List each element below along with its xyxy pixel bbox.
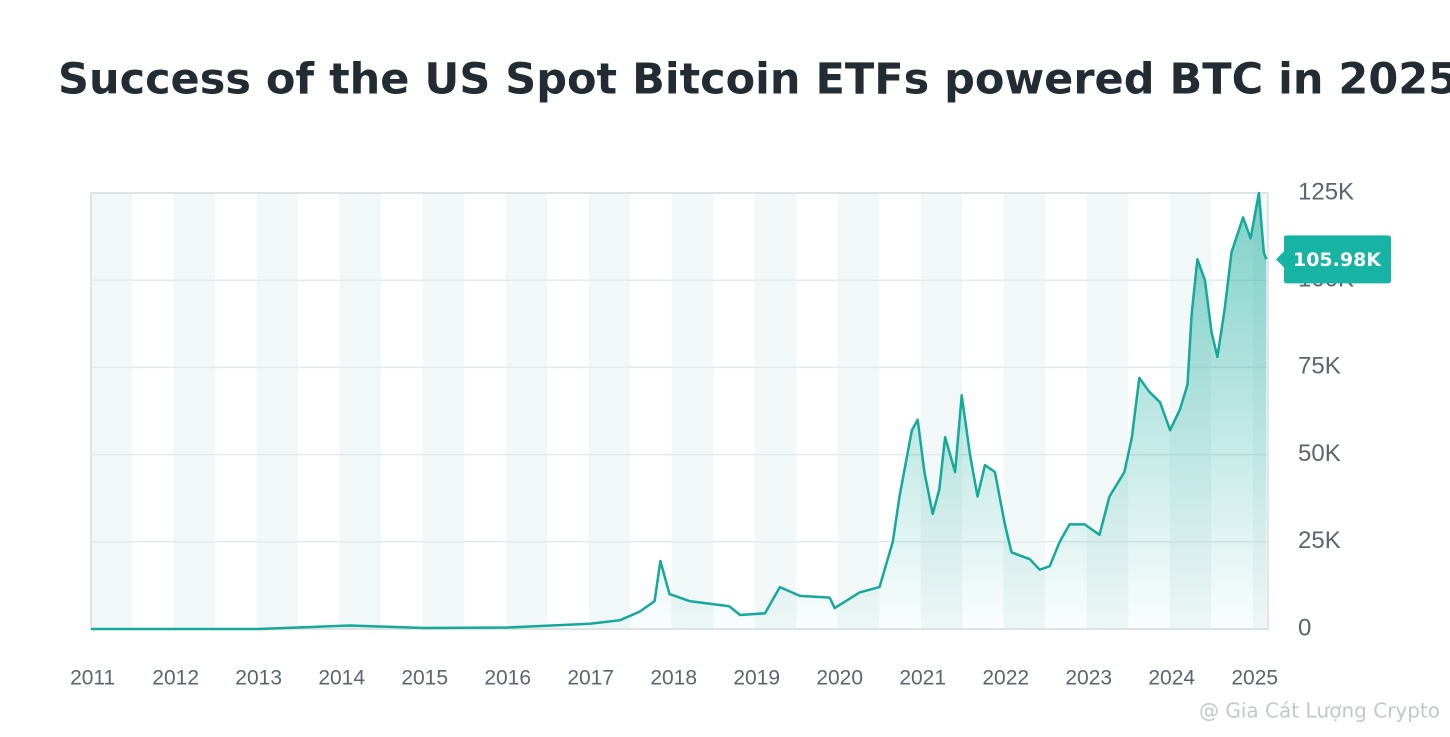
- year-band: [588, 193, 631, 629]
- y-tick-label: 50K: [1298, 440, 1341, 467]
- year-band: [339, 193, 382, 629]
- x-tick-label: 2013: [235, 667, 282, 690]
- x-tick-label: 2011: [70, 667, 115, 690]
- year-band: [837, 193, 880, 629]
- x-tick-label: 2017: [567, 667, 614, 690]
- x-tick-label: 2021: [899, 667, 946, 690]
- x-tick-label: 2025: [1231, 667, 1278, 690]
- year-band: [505, 193, 548, 629]
- x-tick-label: 2023: [1065, 667, 1112, 690]
- x-tick-label: 2022: [982, 667, 1029, 690]
- year-band: [422, 193, 465, 629]
- year-band: [91, 193, 133, 629]
- x-tick-label: 2020: [816, 667, 863, 690]
- y-tick-label: 75K: [1298, 353, 1341, 380]
- x-tick-label: 2018: [650, 667, 697, 690]
- y-tick-label: 0: [1298, 614, 1311, 641]
- watermark: @ Gia Cát Lượng Crypto: [1199, 699, 1440, 723]
- x-tick-label: 2014: [318, 667, 365, 690]
- x-tick-label: 2019: [733, 667, 780, 690]
- x-tick-label: 2016: [484, 667, 531, 690]
- year-band: [256, 193, 299, 629]
- chart-title: Success of the US Spot Bitcoin ETFs powe…: [58, 55, 1450, 105]
- value-callout-label: 105.98K: [1293, 249, 1382, 271]
- year-band: [671, 193, 714, 629]
- x-tick-label: 2024: [1148, 667, 1195, 690]
- year-band: [754, 193, 797, 629]
- price-line: [91, 191, 1268, 631]
- year-band: [173, 193, 216, 629]
- x-tick-label: 2012: [152, 667, 199, 690]
- x-tick-label: 2015: [401, 667, 448, 690]
- area-fill: [91, 193, 1267, 629]
- value-callout: [1276, 235, 1391, 284]
- y-tick-label: 125K: [1298, 178, 1354, 205]
- y-tick-label: 25K: [1298, 527, 1341, 554]
